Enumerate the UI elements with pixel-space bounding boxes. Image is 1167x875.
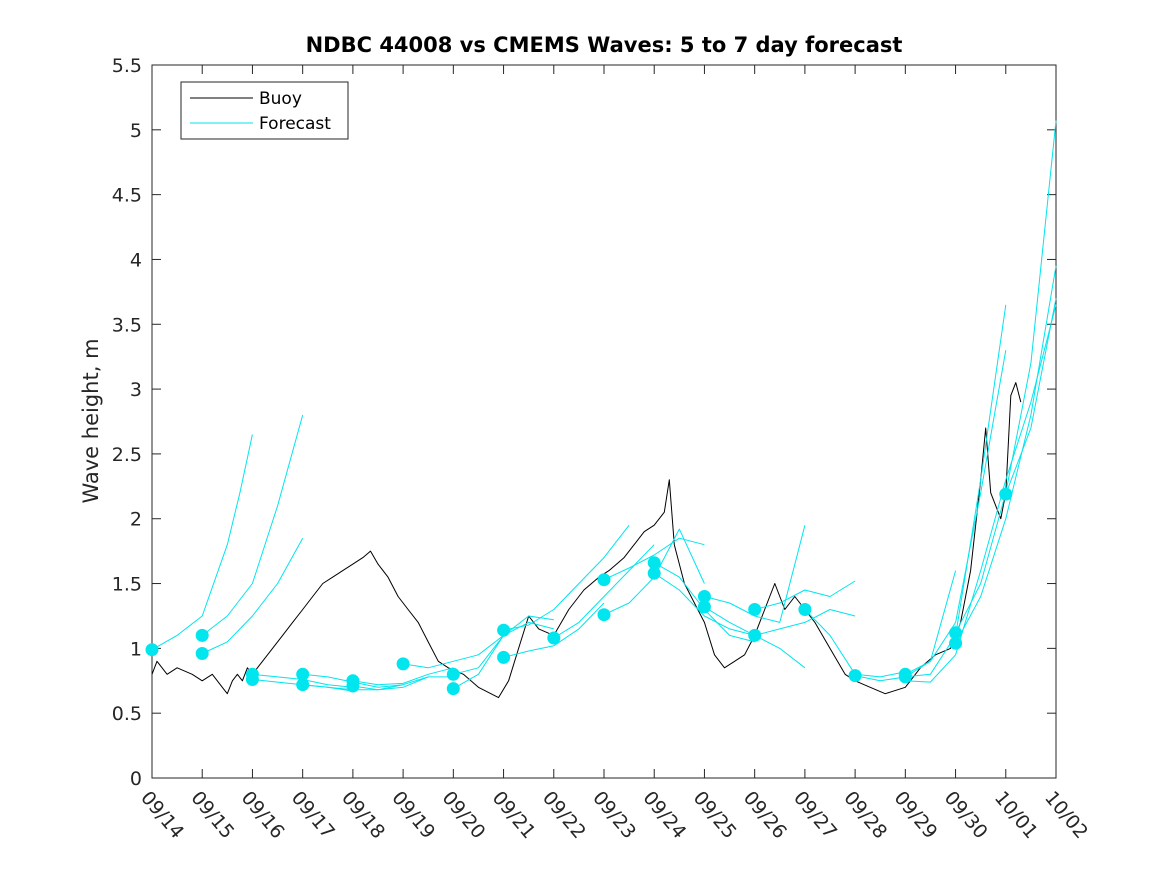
forecast-marker: [999, 487, 1013, 501]
forecast-line: [955, 265, 1057, 644]
forecast-line: [1005, 298, 1057, 495]
forecast-line: [905, 304, 1057, 683]
forecast-marker: [647, 556, 661, 570]
forecast-line: [754, 580, 856, 610]
forecast-marker: [949, 636, 963, 650]
forecast-marker: [296, 678, 310, 692]
y-tick-label: 0.5: [112, 703, 142, 725]
forecast-marker: [949, 626, 963, 640]
plot-area: [151, 64, 1057, 779]
forecast-line: [653, 572, 755, 636]
y-tick-label: 4.5: [112, 185, 142, 207]
forecast-marker: [145, 643, 159, 657]
forecast-markers: [145, 487, 1013, 696]
forecast-line: [201, 414, 304, 636]
chart-title: NDBC 44008 vs CMEMS Waves: 5 to 7 day fo…: [306, 33, 903, 57]
forecast-line: [352, 667, 454, 686]
y-tick-label: 3.5: [112, 314, 142, 336]
forecast-marker: [848, 669, 862, 683]
y-tick-label: 4: [130, 249, 142, 271]
forecast-marker: [296, 667, 310, 681]
forecast-marker: [597, 608, 611, 622]
forecast-marker: [245, 673, 259, 686]
forecast-marker: [547, 631, 561, 645]
forecast-line: [352, 676, 454, 691]
forecast-marker: [597, 573, 611, 587]
forecast-marker: [748, 628, 762, 642]
forecast-marker: [497, 650, 511, 664]
forecast-line: [302, 676, 429, 691]
legend-box: [180, 81, 349, 140]
forecast-line: [603, 537, 705, 581]
forecast-line: [905, 350, 1007, 675]
forecast-marker: [697, 600, 711, 614]
y-axis-label: Wave height, m: [79, 338, 103, 503]
forecast-marker: [346, 679, 360, 693]
y-tick-label: 2: [130, 509, 142, 531]
y-tick-label: 3: [130, 379, 142, 401]
forecast-marker: [798, 603, 812, 616]
forecast-marker: [446, 682, 460, 696]
forecast-marker: [195, 628, 209, 642]
forecast-line: [553, 544, 655, 639]
buoy-line: [151, 382, 1022, 699]
forecast-marker: [647, 566, 661, 580]
forecast-marker: [697, 590, 711, 603]
forecast-line: [503, 602, 605, 658]
forecast-line: [754, 609, 856, 636]
forecast-line: [503, 524, 630, 631]
legend-buoy-label: Buoy: [259, 89, 302, 109]
forecast-line: [403, 635, 504, 669]
legend-forecast-label: Forecast: [259, 114, 331, 134]
forecast-marker: [195, 647, 209, 660]
forecast-line: [151, 434, 253, 651]
forecast-marker: [446, 667, 460, 681]
forecast-line: [201, 537, 304, 654]
forecast-marker: [748, 603, 762, 616]
y-tick-label: 0: [130, 768, 142, 790]
forecast-marker: [898, 667, 912, 681]
y-tick-label: 2.5: [112, 444, 142, 466]
y-tick-label: 5.5: [112, 55, 142, 77]
forecast-marker: [497, 623, 511, 637]
legend: Buoy Forecast: [180, 81, 349, 140]
y-tick-label: 1: [130, 638, 142, 660]
y-tick-label: 5: [130, 120, 142, 142]
y-tick-label: 1.5: [112, 574, 142, 596]
forecast-marker: [396, 657, 410, 671]
y-axis: 0 0.5 1 1.5 2 2.5 3 3.5 4 4.5 5 5.5: [112, 55, 1056, 790]
